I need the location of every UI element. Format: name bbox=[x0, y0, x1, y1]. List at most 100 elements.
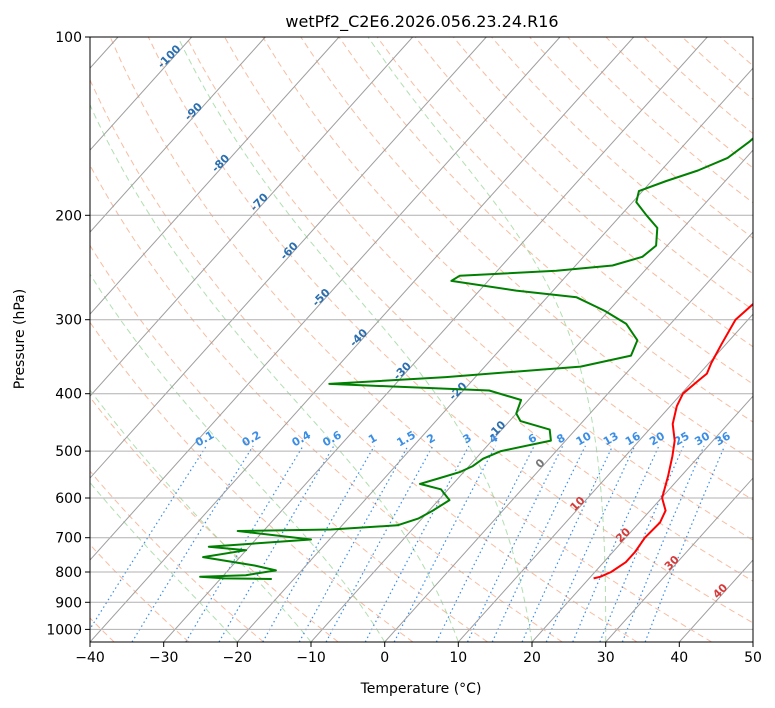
mixing-ratio-label: 36 bbox=[713, 429, 733, 448]
moist-adiabat bbox=[90, 103, 459, 642]
x-axis: −40 −30 −20 −10 0 10 20 30 40 50 bbox=[75, 642, 762, 666]
dry-adiabat bbox=[567, 37, 753, 204]
dry-adiabat bbox=[90, 164, 563, 642]
x-tick-label: −40 bbox=[75, 650, 105, 666]
y-axis: 1000 900 800 700 600 500 400 300 200 100 bbox=[46, 30, 90, 638]
x-tick-label: 20 bbox=[523, 650, 541, 666]
dry-adiabat bbox=[224, 37, 753, 541]
isotherm-label: -20 bbox=[446, 379, 469, 402]
isotherm bbox=[605, 477, 753, 642]
dry-adiabat bbox=[90, 396, 339, 642]
isotherm bbox=[90, 37, 487, 479]
y-axis-title: Pressure (hPa) bbox=[12, 289, 28, 389]
mixing-ratio-line bbox=[325, 445, 434, 642]
isotherm bbox=[531, 395, 753, 642]
isotherm bbox=[90, 37, 414, 397]
background-lines bbox=[90, 37, 775, 642]
isotherm-label: 10 bbox=[568, 494, 588, 514]
dry-adiabat bbox=[719, 37, 753, 67]
isotherm-label: -100 bbox=[155, 42, 184, 71]
dry-adiabat bbox=[529, 37, 753, 239]
dry-adiabat bbox=[90, 543, 190, 642]
mixing-ratio-label: 2 bbox=[424, 431, 437, 446]
isotherm-label: 20 bbox=[613, 525, 633, 545]
y-tick-label: 900 bbox=[55, 595, 82, 611]
x-tick-label: −10 bbox=[296, 650, 326, 666]
isotherm bbox=[384, 231, 753, 642]
background-labels: 0.1 0.2 0.4 0.6 1 1.5 2 3 4 6 8 10 13 16 20 25 30 36-100-… bbox=[155, 42, 733, 601]
x-tick-label: 10 bbox=[449, 650, 467, 666]
mixing-ratio-label: 0.1 bbox=[193, 428, 216, 449]
moist-adiabat bbox=[90, 481, 238, 642]
dry-adiabat bbox=[109, 37, 712, 642]
isotherm-label: -50 bbox=[310, 286, 333, 309]
mixing-ratio-label: 0.2 bbox=[240, 428, 263, 449]
mixing-ratio-line bbox=[298, 445, 409, 642]
y-tick-label: 600 bbox=[55, 491, 82, 507]
y-tick-label: 800 bbox=[55, 565, 82, 581]
dry-adiabat bbox=[452, 37, 753, 311]
mixing-ratio-line bbox=[218, 445, 335, 642]
dry-adiabat bbox=[605, 37, 753, 169]
isotherm bbox=[236, 67, 753, 642]
y-tick-label: 400 bbox=[55, 387, 82, 403]
mixing-ratio-line bbox=[491, 445, 586, 642]
isotherm bbox=[457, 313, 753, 642]
isotherm bbox=[310, 149, 753, 642]
isotherm-label: -70 bbox=[248, 190, 271, 213]
isotherm bbox=[163, 37, 708, 642]
moist-adiabat bbox=[367, 37, 607, 642]
dry-adiabat bbox=[147, 37, 753, 624]
dewpoint-profile-line bbox=[199, 137, 753, 580]
moist-adiabat bbox=[177, 37, 533, 642]
isotherm-label: -90 bbox=[182, 100, 205, 123]
isotherm bbox=[678, 559, 753, 642]
mixing-ratio-line bbox=[262, 445, 375, 642]
y-tick-label: 500 bbox=[55, 444, 82, 460]
isotherm-label: -40 bbox=[347, 326, 370, 349]
y-tick-label: 200 bbox=[55, 208, 82, 224]
dry-adiabat bbox=[376, 37, 753, 385]
x-axis-title: Temperature (°C) bbox=[360, 681, 482, 697]
isotherm bbox=[90, 37, 635, 642]
isotherm bbox=[90, 37, 266, 233]
mixing-ratio-line bbox=[90, 445, 207, 631]
profile-series bbox=[199, 137, 753, 580]
isotherm bbox=[90, 37, 340, 315]
mixing-ratio-line bbox=[572, 445, 660, 642]
mixing-ratio-label: 20 bbox=[647, 429, 667, 448]
mixing-ratio-label: 1.5 bbox=[395, 428, 418, 449]
mixing-ratio-line bbox=[131, 445, 254, 642]
isotherm bbox=[752, 641, 753, 642]
mixing-ratio-line bbox=[644, 445, 726, 642]
mixing-ratio-line bbox=[393, 445, 497, 642]
mixing-ratio-line bbox=[466, 445, 564, 642]
mixing-ratio-label: 3 bbox=[461, 431, 474, 446]
dry-adiabat bbox=[681, 37, 753, 101]
mixing-ratio-label: 0.6 bbox=[320, 428, 344, 449]
isotherm-label: 40 bbox=[710, 581, 730, 601]
x-tick-label: −30 bbox=[149, 650, 179, 666]
x-tick-label: 40 bbox=[670, 650, 688, 666]
mixing-ratio-line bbox=[599, 445, 685, 642]
mixing-ratio-label: 16 bbox=[623, 429, 643, 448]
dry-adiabat bbox=[262, 37, 753, 501]
plot-frame bbox=[89, 36, 754, 643]
y-tick-label: 1000 bbox=[46, 622, 82, 638]
mixing-ratio-line bbox=[364, 445, 470, 642]
dry-adiabat bbox=[758, 37, 775, 642]
mixing-ratio-label: 13 bbox=[601, 429, 621, 448]
x-tick-label: 30 bbox=[597, 650, 615, 666]
mixing-ratio-label: 0.4 bbox=[290, 428, 314, 449]
chart-title: wetPf2_C2E6.2026.056.23.24.R16 bbox=[285, 12, 558, 32]
x-tick-label: 50 bbox=[744, 650, 762, 666]
y-tick-label: 100 bbox=[55, 30, 82, 46]
dry-adiabat bbox=[414, 37, 753, 348]
dry-adiabat bbox=[643, 37, 753, 135]
temperature-profile-line bbox=[593, 302, 753, 580]
plot-area: 0.1 0.2 0.4 0.6 1 1.5 2 3 4 6 8 10 13 16 20 25 30 36-100-… bbox=[89, 36, 775, 643]
isotherm bbox=[90, 37, 561, 561]
isotherm bbox=[90, 37, 193, 151]
x-tick-label: −20 bbox=[223, 650, 253, 666]
